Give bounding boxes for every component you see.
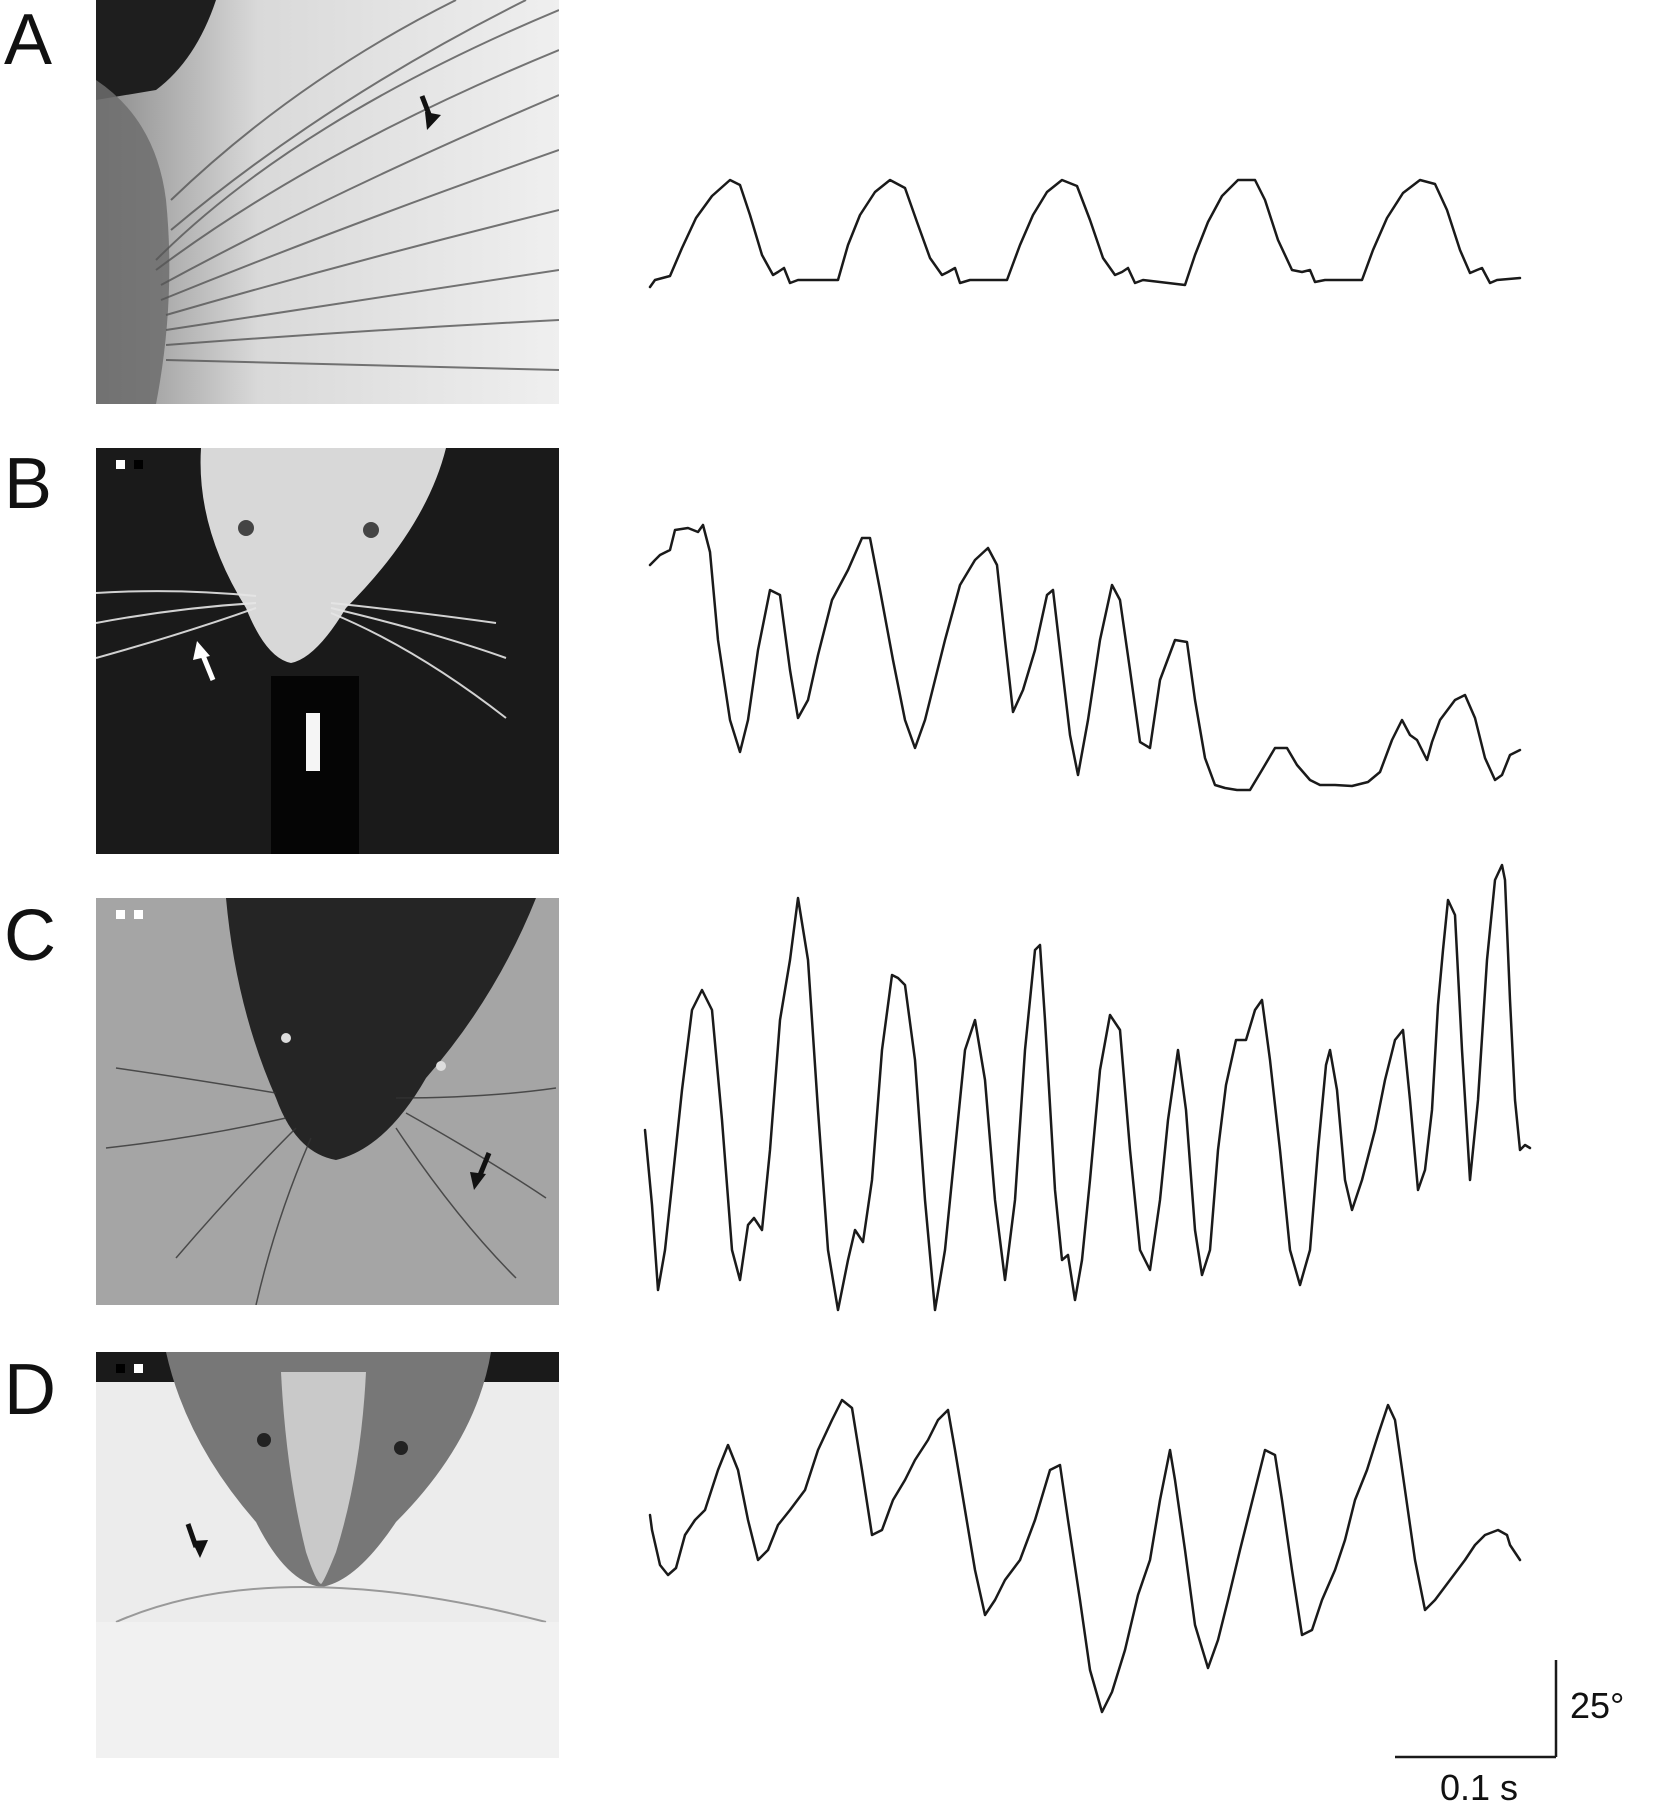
hooded-rat-head-photo: [96, 1352, 559, 1758]
whisker-closeup-photo: [96, 0, 559, 404]
whisking-trace-d: [648, 1398, 1522, 1714]
whisker-arrow-icon: [419, 95, 441, 130]
scale-bar: [1395, 1660, 1558, 1759]
panel-label-a: A: [4, 0, 53, 80]
dark-rat-head-photo: [96, 898, 559, 1305]
panel-label-c: C: [4, 896, 56, 976]
whisker-arrow-icon: [193, 641, 216, 681]
scale-bar-horizontal-label: 0.1 s: [1440, 1767, 1519, 1808]
regular-whisking-trace: [648, 178, 1522, 289]
whisking-trace-c: [643, 863, 1532, 1312]
albino-rat-head-photo: [96, 448, 559, 854]
whisker-arrow-icon: [470, 1152, 492, 1190]
whisker-arrow-icon: [185, 1523, 208, 1558]
scale-bar-vertical-label: 25°: [1570, 1685, 1625, 1726]
panel-label-b: B: [4, 444, 53, 524]
panel-label-d: D: [4, 1350, 56, 1430]
whisking-trace-b: [648, 523, 1522, 792]
